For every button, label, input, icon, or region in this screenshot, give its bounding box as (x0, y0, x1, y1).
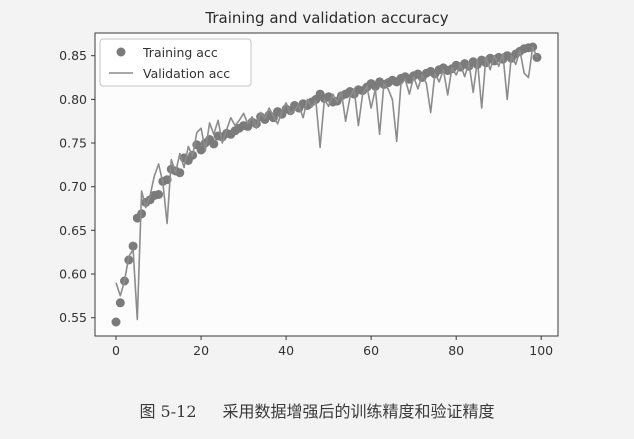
figure-number: 图 5-12 (139, 402, 197, 421)
x-tick-label: 80 (448, 343, 464, 358)
x-tick-label: 40 (278, 343, 294, 358)
training-acc-point (128, 241, 138, 251)
axes-frame (94, 32, 559, 337)
figure-caption: 图 5-12 采用数据增强后的训练精度和验证精度 (0, 398, 634, 422)
y-tick-label: 0.70 (59, 179, 87, 194)
y-tick-label: 0.80 (59, 92, 87, 107)
legend-box (99, 38, 252, 87)
training-acc-point (196, 145, 206, 155)
y-axis: 0.55 0.60 0.65 0.70 0.75 0.80 0.85 (59, 48, 95, 325)
x-tick-label: 100 (529, 343, 553, 358)
y-tick-label: 0.65 (59, 223, 87, 238)
y-tick-label: 0.55 (59, 310, 87, 325)
training-acc-point (115, 298, 125, 308)
legend-validation-label: Validation acc (143, 66, 230, 81)
training-acc-point (111, 317, 121, 327)
training-acc-point (175, 168, 185, 178)
x-tick-label: 0 (112, 343, 120, 358)
legend: Training acc Validation acc (99, 38, 252, 87)
legend-training-label: Training acc (142, 45, 218, 60)
x-axis: 0 20 40 60 80 100 (112, 336, 553, 358)
training-acc-point (154, 190, 164, 199)
validation-acc-line (115, 46, 538, 321)
y-tick-label: 0.85 (59, 48, 87, 63)
training-acc-point (209, 139, 219, 149)
accuracy-chart: Training and validation accuracy 0 20 40… (59, 9, 559, 358)
y-tick-label: 0.75 (59, 136, 87, 151)
x-tick-label: 20 (193, 343, 209, 358)
y-tick-label: 0.60 (59, 267, 87, 282)
legend-training-marker (116, 47, 126, 57)
x-tick-label: 60 (363, 343, 379, 358)
plot-marks (111, 42, 542, 327)
chart-title: Training and validation accuracy (204, 9, 448, 27)
figure-caption-text: 采用数据增强后的训练精度和验证精度 (222, 402, 495, 421)
